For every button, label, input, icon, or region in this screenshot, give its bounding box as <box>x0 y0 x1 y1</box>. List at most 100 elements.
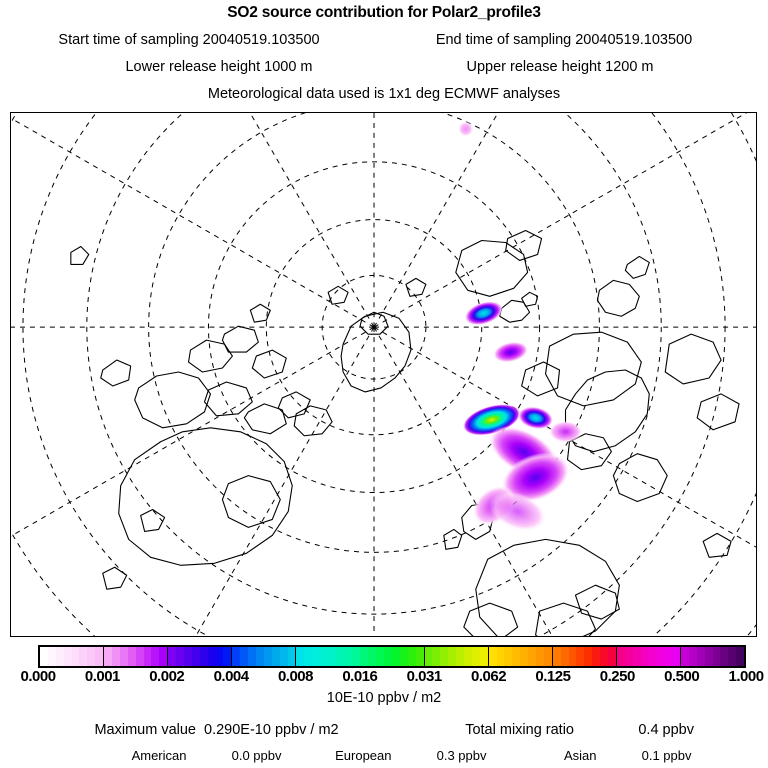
colorbar-step-7-4 <box>520 647 529 666</box>
met-data-label: Meteorological data used is 1x1 deg ECMW… <box>207 86 561 102</box>
colorbar-step-2-5 <box>207 647 216 666</box>
colorbar-step-7-6 <box>536 647 544 666</box>
colorbar-step-4-0 <box>296 647 305 666</box>
plume-violet-band-south <box>501 452 570 503</box>
colorbar-step-4-3 <box>320 647 328 666</box>
colorbar-step-6-3 <box>448 647 457 666</box>
colorbar-step-3-1 <box>240 647 249 666</box>
colorbar-step-9-1 <box>624 647 633 666</box>
colorbar-band-0 <box>40 647 105 666</box>
colorbar-step-0-1 <box>47 647 56 666</box>
colorbar-step-5-1 <box>368 647 377 666</box>
colorbar-step-7-5 <box>528 647 536 666</box>
colorbar-tick-8: 0.125 <box>535 668 571 685</box>
colorbar-step-6-6 <box>471 647 480 666</box>
colorbar-step-10-0 <box>680 647 689 666</box>
colorbar-step-10-6 <box>728 647 737 666</box>
colorbar-step-7-2 <box>504 647 513 666</box>
colorbar-tick-3: 0.004 <box>213 668 250 685</box>
colorbar-tick-11: 1.000 <box>728 668 765 685</box>
colorbar-step-0-7 <box>95 647 104 666</box>
page-title: SO2 source contribution for Polar2_profi… <box>227 4 541 21</box>
colorbar-step-6-1 <box>432 647 441 666</box>
colorbar-step-2-4 <box>199 647 208 666</box>
colorbar-band-7 <box>488 647 553 666</box>
colorbar-step-5-7 <box>415 647 424 666</box>
colorbar-step-1-2 <box>119 647 128 666</box>
colorbar-step-4-1 <box>304 647 313 666</box>
colorbar-step-4-4 <box>327 647 336 666</box>
colorbar-step-2-1 <box>176 647 184 666</box>
colorbar-step-2-3 <box>191 647 200 666</box>
colorbar-step-0-4 <box>71 647 80 666</box>
colorbar-step-8-6 <box>600 647 608 666</box>
region-value-asian: 0.1 ppbv <box>641 748 692 763</box>
colorbar-band-8 <box>552 647 617 666</box>
colorbar-step-9-3 <box>640 647 649 666</box>
region-label-american: American <box>131 748 187 763</box>
colorbar-step-10-7 <box>736 647 745 666</box>
colorbar-step-7-1 <box>496 647 505 666</box>
colorbar-step-0-0 <box>40 647 48 666</box>
colorbar-step-6-7 <box>479 647 488 666</box>
colorbar-step-3-3 <box>255 647 264 666</box>
map-plot-area <box>10 112 757 637</box>
colorbar-band-6 <box>424 647 489 666</box>
colorbar-step-2-6 <box>215 647 224 666</box>
colorbar-band-10 <box>680 647 745 666</box>
colorbar-step-5-6 <box>407 647 416 666</box>
colorbar-step-1-5 <box>143 647 152 666</box>
colorbar-band-4 <box>296 647 361 666</box>
colorbar-step-1-1 <box>111 647 120 666</box>
colorbar-step-8-5 <box>592 647 601 666</box>
plume-faint-halo-south <box>488 491 547 532</box>
summary-row-regions: American 0.0 ppbv European 0.3 ppbv Asian 0.1… <box>0 748 768 763</box>
colorbar-band-5 <box>360 647 425 666</box>
colorbar-tick-9: 0.250 <box>599 668 636 685</box>
colorbar-step-5-5 <box>399 647 408 666</box>
colorbar-step-7-3 <box>512 647 521 666</box>
colorbar-step-8-4 <box>584 647 593 666</box>
colorbar-step-1-6 <box>151 647 160 666</box>
colorbar-step-10-5 <box>720 647 729 666</box>
colorbar-step-6-0 <box>424 647 433 666</box>
region-value-european: 0.3 ppbv <box>436 748 487 763</box>
graticule-meridians <box>11 113 756 636</box>
colorbar-step-9-5 <box>656 647 665 666</box>
colorbar-step-3-7 <box>287 647 296 666</box>
colorbar-tick-2: 0.002 <box>149 668 185 685</box>
total-mixing-ratio-label: Total mixing ratio <box>465 722 574 738</box>
plume-magenta-patch-se <box>548 420 583 443</box>
colorbar-step-9-7 <box>672 647 680 666</box>
colorbar-step-6-4 <box>456 647 465 666</box>
colorbar-step-7-7 <box>543 647 552 666</box>
lower-release-height-label: Lower release height 1000 m <box>125 59 313 75</box>
colorbar-step-0-6 <box>87 647 96 666</box>
colorbar-step-5-2 <box>376 647 385 666</box>
colorbar-tick-6: 0.031 <box>406 668 443 685</box>
colorbar-step-5-0 <box>360 647 369 666</box>
region-label-european: European <box>335 748 392 763</box>
colorbar-step-1-7 <box>159 647 168 666</box>
maximum-value-label: Maximum value <box>94 722 196 738</box>
colorbar-step-8-7 <box>607 647 616 666</box>
colorbar <box>38 645 746 668</box>
total-mixing-ratio-value: 0.4 ppbv <box>638 722 694 738</box>
colorbar-step-1-4 <box>135 647 144 666</box>
colorbar-step-10-1 <box>688 647 697 666</box>
colorbar-unit-label: 10E-10 ppbv / m2 <box>326 690 442 706</box>
colorbar-step-8-1 <box>560 647 569 666</box>
colorbar-step-8-2 <box>568 647 577 666</box>
colorbar-step-2-0 <box>168 647 177 666</box>
start-time-label: Start time of sampling 20040519.103500 <box>58 32 320 48</box>
plume-cyan-patch-nw <box>464 301 504 326</box>
colorbar-tick-7: 0.062 <box>471 668 507 685</box>
colorbar-tick-labels: 0.000 0.001 0.002 0.004 0.008 0.016 0.031 0.062… <box>0 668 768 688</box>
colorbar-tick-0: 0.000 <box>20 668 57 685</box>
concentration-plumes <box>457 120 583 532</box>
colorbar-step-1-0 <box>104 647 112 666</box>
colorbar-step-4-2 <box>312 647 321 666</box>
colorbar-step-4-7 <box>351 647 360 666</box>
colorbar-step-2-7 <box>223 647 232 666</box>
